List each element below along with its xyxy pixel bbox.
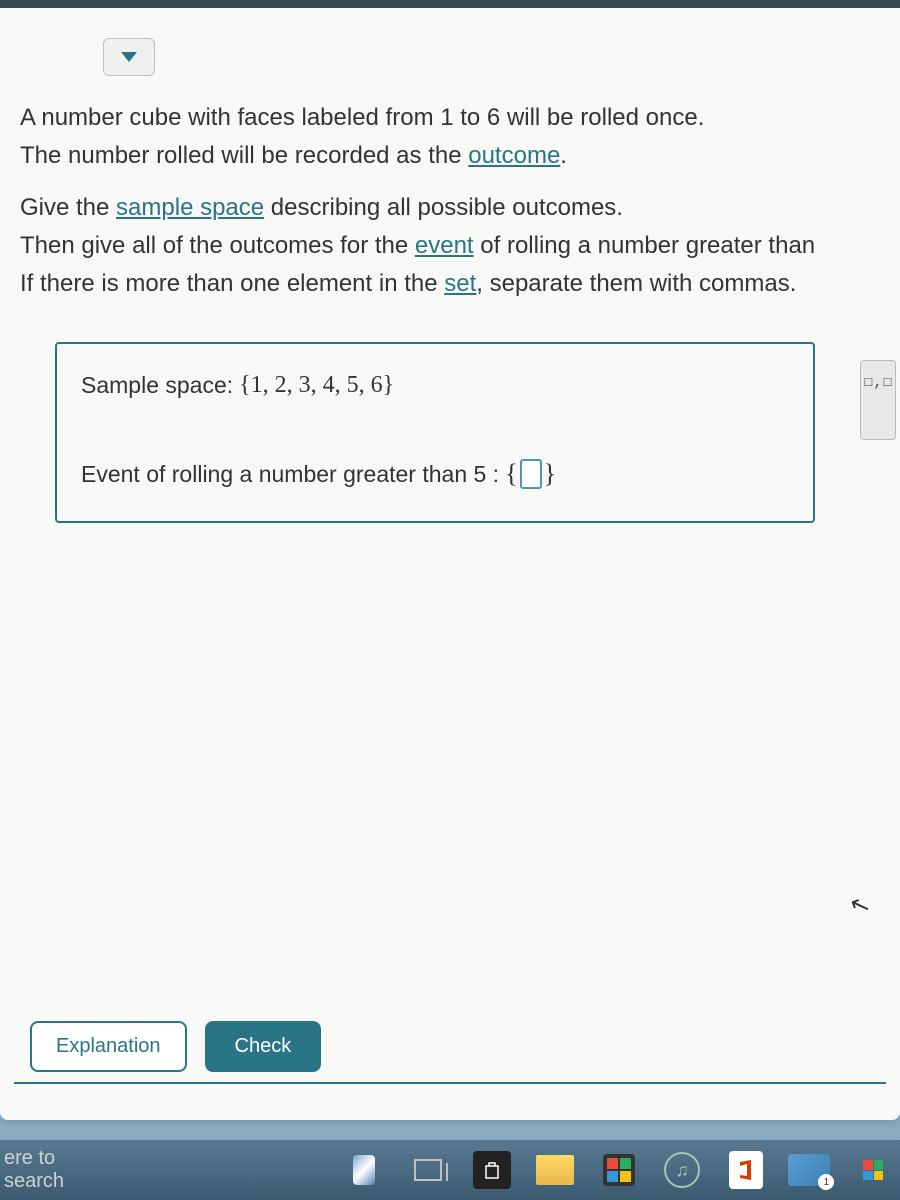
problem-line-2: The number rolled will be recorded as th… — [20, 138, 880, 174]
mail-button[interactable]: 1 — [788, 1149, 830, 1191]
header-title: outcomes for an event:... — [0, 0, 900, 6]
problem-line-5: If there is more than one element in the… — [20, 266, 880, 302]
event-row: Event of rolling a number greater than 5… — [81, 459, 789, 489]
store-button[interactable] — [471, 1149, 513, 1191]
office-icon — [729, 1151, 763, 1189]
outcome-link[interactable]: outcome — [468, 142, 560, 169]
event-input-field[interactable] — [520, 459, 542, 489]
bottom-divider — [14, 1082, 886, 1084]
sample-space-link[interactable]: sample space — [116, 194, 264, 221]
set-link[interactable]: set — [444, 270, 476, 297]
folder-icon — [536, 1155, 574, 1185]
problem-line-3: Give the sample space describing all pos… — [20, 190, 880, 226]
music-app-button[interactable]: ♫ — [661, 1149, 703, 1191]
task-view-button[interactable] — [407, 1149, 449, 1191]
windows-taskbar: ere to search ♫ 1 — [0, 1140, 900, 1200]
answer-box: Sample space: {1, 2, 3, 4, 5, 6} Event o… — [55, 342, 815, 523]
action-button-row: Explanation Check — [30, 1021, 321, 1072]
weather-icon — [353, 1155, 375, 1185]
grid-icon — [603, 1154, 635, 1186]
math-tool-palette[interactable]: ☐,☐ — [860, 360, 896, 440]
problem-line-4: Then give all of the outcomes for the ev… — [20, 228, 880, 264]
weather-widget[interactable] — [343, 1149, 385, 1191]
search-box-text[interactable]: ere to search — [0, 1147, 119, 1193]
brace-left: { — [505, 459, 517, 489]
office-button[interactable] — [725, 1149, 767, 1191]
event-set-input[interactable]: { } — [505, 459, 556, 489]
store-icon — [473, 1151, 511, 1189]
task-view-icon — [414, 1159, 442, 1181]
sample-space-label: Sample space: — [81, 372, 233, 399]
problem-line-1: A number cube with faces labeled from 1 … — [20, 100, 880, 136]
music-icon: ♫ — [664, 1152, 700, 1188]
event-label: Event of rolling a number greater than 5… — [81, 461, 499, 488]
brace-right: } — [544, 459, 556, 489]
mail-icon: 1 — [788, 1154, 830, 1186]
problem-card: outcomes for an event:... A number cube … — [0, 0, 900, 1120]
file-explorer-button[interactable] — [534, 1149, 576, 1191]
event-link[interactable]: event — [415, 232, 474, 259]
windows-icon — [863, 1160, 883, 1180]
chevron-down-icon — [121, 52, 137, 62]
sample-space-row: Sample space: {1, 2, 3, 4, 5, 6} — [81, 372, 789, 399]
microsoft-button[interactable] — [852, 1149, 894, 1191]
comma-tool-icon: ☐,☐ — [864, 371, 893, 391]
sample-space-value[interactable]: {1, 2, 3, 4, 5, 6} — [239, 372, 394, 399]
explanation-button[interactable]: Explanation — [30, 1021, 187, 1072]
mail-badge: 1 — [818, 1174, 834, 1190]
section-dropdown-button[interactable] — [103, 38, 155, 76]
check-button[interactable]: Check — [205, 1021, 322, 1072]
app-grid-button[interactable] — [598, 1149, 640, 1191]
